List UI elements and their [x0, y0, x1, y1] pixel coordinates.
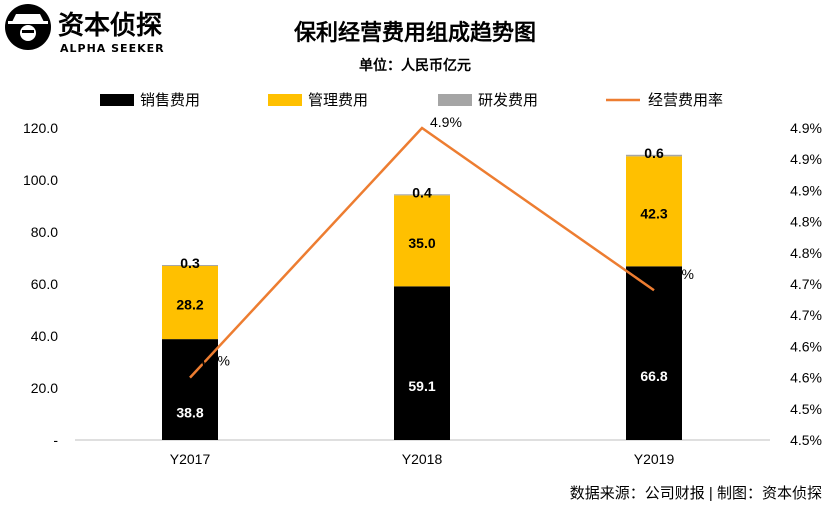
bar-labels: 38.8 28.2 0.3 59.1 35.0 0.4 66.8 42.3 0.6 — [176, 145, 667, 421]
data-label-sales: 38.8 — [176, 405, 203, 421]
left-tick-label: 60.0 — [31, 276, 58, 292]
bar-admin — [162, 265, 218, 340]
right-axis-ticks: 4.5% 4.5% 4.6% 4.6% 4.7% 4.7% 4.8% 4.8% 4.9% 4.9%… — [790, 120, 822, 448]
right-tick-label: 4.5% — [790, 401, 822, 417]
left-tick-label: 80.0 — [31, 224, 58, 240]
left-tick-label: - — [53, 432, 58, 448]
rate-label: 4.6% — [198, 353, 230, 369]
rate-label: 4.6% — [662, 266, 694, 282]
legend: 销售费用 管理费用 研发费用 经营费用率 — [100, 92, 723, 109]
bar-sales — [626, 266, 682, 440]
left-tick-label: 40.0 — [31, 328, 58, 344]
category-label: Y2017 — [170, 451, 211, 467]
category-label: Y2018 — [402, 451, 443, 467]
rate-line-layer: 4.6% 4.9% 4.6% — [189, 114, 694, 379]
rate-label: 4.9% — [430, 114, 462, 130]
data-label-admin: 35.0 — [408, 235, 435, 251]
data-label-admin: 42.3 — [640, 205, 667, 221]
legend-label-rnd: 研发费用 — [478, 92, 538, 109]
rate-line — [189, 126, 655, 379]
right-tick-label: 4.6% — [790, 338, 822, 354]
legend-label-sales: 销售费用 — [140, 92, 200, 109]
legend-swatch-sales — [100, 94, 134, 106]
right-tick-label: 4.8% — [790, 214, 822, 230]
bar-admin — [626, 156, 682, 267]
right-tick-label: 4.9% — [790, 120, 822, 136]
right-tick-label: 4.6% — [790, 370, 822, 386]
right-tick-label: 4.7% — [790, 276, 822, 292]
left-tick-label: 120.0 — [23, 120, 58, 136]
left-tick-label: 100.0 — [23, 172, 58, 188]
right-tick-label: 4.9% — [790, 151, 822, 167]
data-label-rnd: 0.3 — [180, 255, 200, 271]
data-label-admin: 28.2 — [176, 296, 203, 312]
left-tick-label: 20.0 — [31, 380, 58, 396]
bar-sales — [394, 286, 450, 440]
left-axis-ticks: - 20.0 40.0 60.0 80.0 100.0 120.0 — [23, 120, 58, 448]
right-tick-label: 4.9% — [790, 182, 822, 198]
source-footer: 数据来源：公司财报 | 制图：资本侦探 — [570, 485, 822, 502]
bar-admin — [394, 195, 450, 287]
category-labels: Y2017 Y2018 Y2019 — [170, 451, 675, 467]
right-tick-label: 4.7% — [790, 307, 822, 323]
logo-subtitle: ALPHA SEEKER — [60, 42, 165, 55]
bars — [162, 154, 682, 440]
chart-subtitle: 单位：人民币亿元 — [359, 57, 471, 73]
legend-swatch-admin — [268, 94, 302, 106]
category-label: Y2019 — [634, 451, 675, 467]
bar-rnd — [394, 194, 450, 196]
right-tick-label: 4.8% — [790, 245, 822, 261]
data-label-sales: 66.8 — [640, 368, 667, 384]
data-label-sales: 59.1 — [408, 378, 435, 394]
data-label-rnd: 0.6 — [644, 145, 664, 161]
bar-rnd — [626, 154, 682, 157]
logo: 资本侦探 ALPHA SEEKER — [5, 4, 165, 55]
legend-swatch-rnd — [438, 94, 472, 106]
logo-title: 资本侦探 — [58, 11, 162, 41]
data-label-rnd: 0.4 — [412, 184, 432, 200]
right-tick-label: 4.5% — [790, 432, 822, 448]
legend-label-admin: 管理费用 — [308, 92, 368, 109]
bar-rnd — [162, 265, 218, 267]
legend-label-rate: 经营费用率 — [648, 92, 723, 109]
chart-title: 保利经营费用组成趋势图 — [293, 20, 536, 45]
